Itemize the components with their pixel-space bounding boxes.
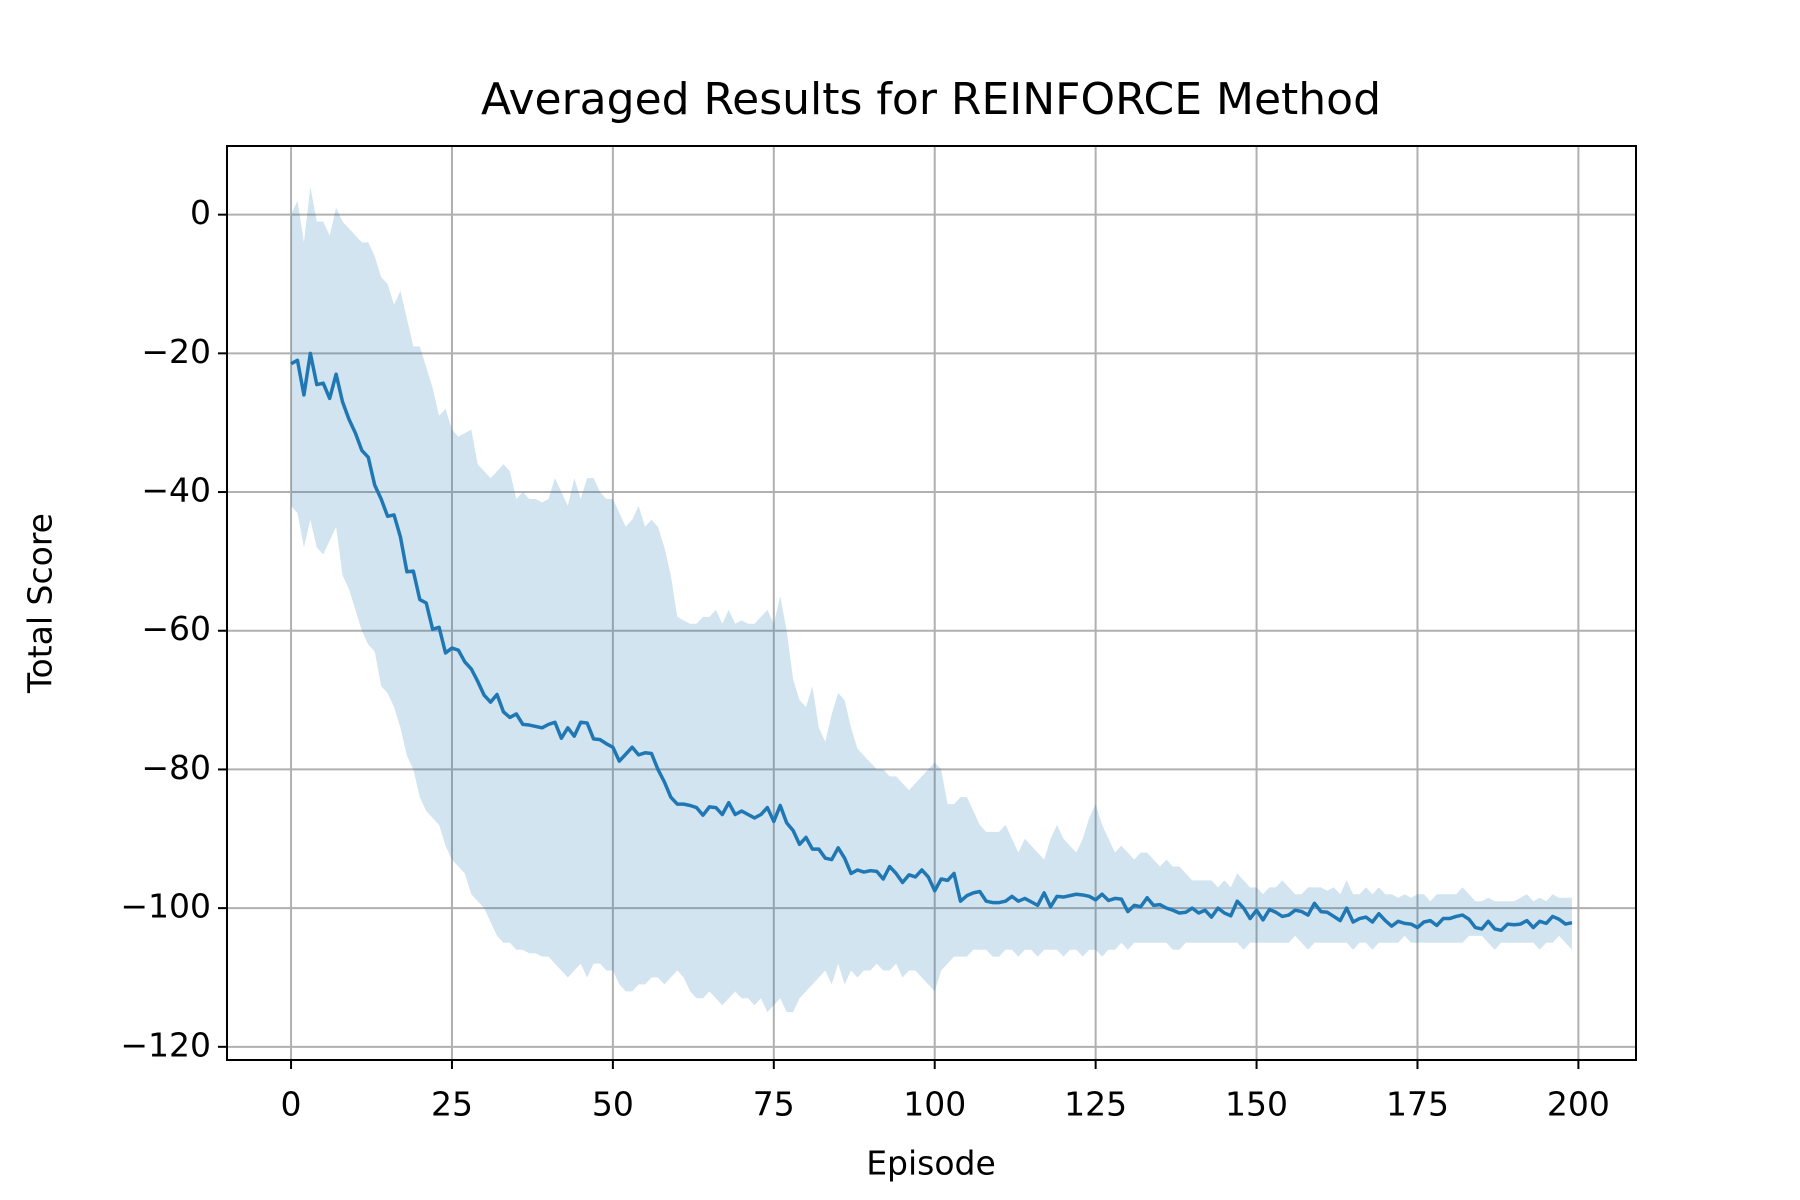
y-tick-label: −100 [120, 887, 211, 926]
plot-frame [226, 145, 1637, 1061]
y-tick-label: −80 [141, 748, 211, 787]
y-tick-label: 0 [190, 193, 211, 232]
x-tick-label: 0 [281, 1085, 302, 1124]
x-tick-label: 125 [1064, 1085, 1127, 1124]
chart-title: Averaged Results for REINFORCE Method [481, 74, 1381, 125]
x-tick-label: 50 [592, 1085, 634, 1124]
x-tick-label: 100 [903, 1085, 966, 1124]
x-axis-label: Episode [866, 1144, 996, 1183]
x-tick-label: 25 [431, 1085, 473, 1124]
y-tick-label: −120 [120, 1025, 211, 1064]
x-tick-label: 75 [753, 1085, 795, 1124]
x-tick-label: 150 [1225, 1085, 1288, 1124]
std-band [291, 186, 1572, 1013]
x-tick-label: 200 [1547, 1085, 1610, 1124]
mean-line [290, 351, 1573, 933]
y-tick-label: −60 [141, 609, 211, 648]
y-axis-label: Total Score [21, 513, 60, 694]
y-tick-label: −40 [141, 471, 211, 510]
y-tick-label: −20 [141, 332, 211, 371]
x-tick-label: 175 [1386, 1085, 1449, 1124]
